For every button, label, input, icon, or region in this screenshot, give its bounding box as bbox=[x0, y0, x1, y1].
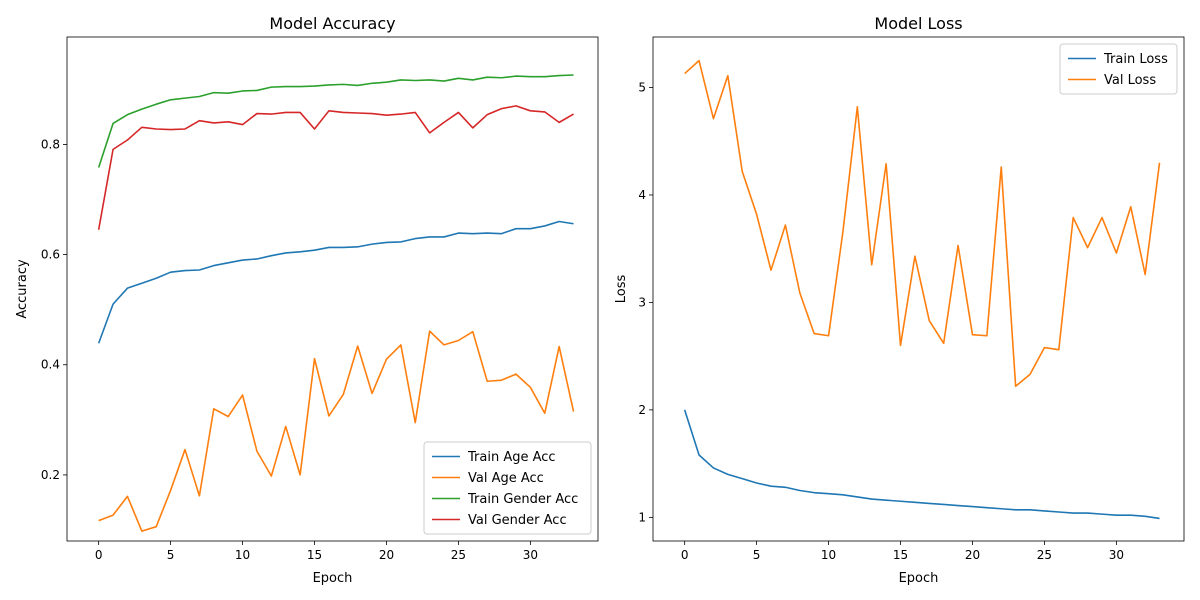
chart-title: Model Accuracy bbox=[269, 14, 395, 33]
x-axis-label: Epoch bbox=[899, 571, 939, 586]
y-tick-label: 5 bbox=[638, 81, 646, 95]
series-line-val-age-acc bbox=[98, 330, 575, 532]
x-axis-label: Epoch bbox=[313, 571, 353, 586]
series-line-train-age-acc bbox=[97, 220, 574, 344]
loss-chart: Model Loss 0 5 10 15 20 25 30 1 2 3 4 5 Epoch Loss Trai… bbox=[614, 14, 1185, 586]
series-line-val-gender-acc bbox=[97, 105, 574, 230]
x-tick-label: 15 bbox=[307, 548, 322, 562]
x-tick-label: 0 bbox=[95, 548, 103, 562]
y-axis-label: Loss bbox=[614, 275, 629, 304]
x-tick-label: 20 bbox=[379, 548, 394, 562]
accuracy-chart: Model Accuracy 0 5 10 15 20 25 30 0.2 0.4 0.6 0.8 Ep… bbox=[15, 14, 599, 586]
legend-label: Train Gender Acc bbox=[467, 492, 578, 507]
series-line-train-loss bbox=[683, 409, 1160, 520]
legend-label: Val Age Acc bbox=[468, 471, 544, 486]
legend: Train Loss Val Loss bbox=[1059, 43, 1178, 95]
y-tick-label: 1 bbox=[638, 510, 646, 524]
y-tick-label: 2 bbox=[638, 403, 646, 417]
series-line-train-gender-acc bbox=[97, 74, 574, 168]
x-tick-label: 5 bbox=[753, 548, 761, 562]
legend-label: Train Loss bbox=[1103, 52, 1168, 67]
legend-box bbox=[423, 441, 592, 535]
series-line-val-loss bbox=[684, 59, 1161, 388]
x-tick-label: 30 bbox=[523, 548, 538, 562]
legend-label: Val Loss bbox=[1104, 73, 1156, 88]
chart-title: Model Loss bbox=[874, 14, 962, 33]
x-tick-label: 5 bbox=[167, 548, 175, 562]
x-tick-label: 10 bbox=[235, 548, 250, 562]
x-tick-label: 15 bbox=[893, 548, 908, 562]
x-tick-label: 30 bbox=[1109, 548, 1124, 562]
y-tick-label: 0.6 bbox=[41, 248, 60, 262]
x-tick-label: 25 bbox=[451, 548, 466, 562]
x-tick-label: 10 bbox=[821, 548, 836, 562]
legend-label: Train Age Acc bbox=[467, 450, 556, 465]
y-tick-label: 0.4 bbox=[41, 358, 60, 372]
legend-box bbox=[1059, 43, 1178, 95]
y-tick-label: 4 bbox=[638, 188, 646, 202]
x-tick-label: 0 bbox=[681, 548, 689, 562]
y-tick-label: 0.2 bbox=[41, 468, 60, 482]
plot-frame bbox=[66, 36, 599, 542]
x-tick-label: 25 bbox=[1037, 548, 1052, 562]
legend: Train Age Acc Val Age Acc Train Gender Acc… bbox=[423, 441, 592, 535]
x-tick-label: 20 bbox=[965, 548, 980, 562]
plot-frame bbox=[652, 36, 1185, 542]
y-axis-label: Accuracy bbox=[15, 259, 30, 319]
y-tick-label: 0.8 bbox=[41, 137, 60, 151]
y-tick-label: 3 bbox=[638, 295, 646, 309]
legend-label: Val Gender Acc bbox=[468, 513, 567, 528]
